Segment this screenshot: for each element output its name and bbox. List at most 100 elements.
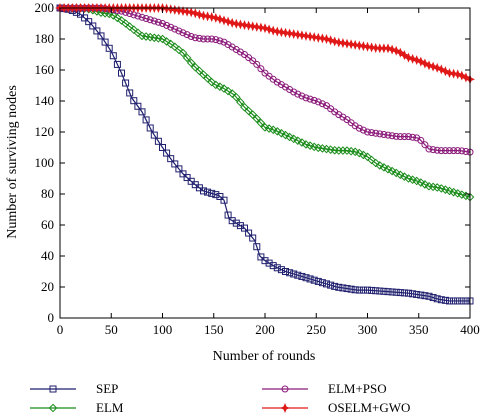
data-point	[216, 37, 224, 45]
data-point	[187, 33, 195, 41]
data-point	[298, 92, 306, 100]
data-point	[212, 191, 220, 199]
data-point	[290, 88, 298, 96]
data-point	[207, 77, 217, 87]
data-point	[417, 291, 425, 299]
data-point	[122, 79, 130, 87]
data-point	[318, 100, 326, 108]
data-point	[432, 62, 443, 73]
data-point	[125, 22, 135, 31]
data-point	[429, 294, 437, 302]
data-point	[179, 170, 187, 178]
data-point	[364, 286, 371, 294]
data-point	[359, 150, 368, 160]
data-point	[183, 174, 191, 182]
data-point	[416, 178, 426, 187]
data-point	[391, 168, 401, 178]
data-point	[212, 36, 220, 44]
data-point	[306, 95, 314, 103]
data-point	[208, 189, 216, 197]
y-tick-label: 160	[35, 62, 55, 77]
x-axis-title: Number of rounds	[213, 349, 316, 364]
data-point	[289, 134, 299, 144]
data-point	[235, 19, 246, 30]
y-axis-title: Number of surviving nodes	[5, 85, 20, 239]
data-point	[342, 38, 352, 49]
data-point	[327, 281, 335, 289]
data-point	[133, 28, 143, 38]
data-point	[433, 146, 441, 154]
data-point	[268, 25, 279, 36]
data-point	[219, 15, 229, 26]
data-point	[362, 41, 373, 52]
data-point	[285, 132, 294, 142]
data-point	[146, 16, 154, 24]
data-point	[460, 72, 471, 83]
data-point	[452, 69, 463, 80]
data-point	[108, 11, 118, 20]
data-point	[450, 297, 458, 305]
data-point	[405, 289, 412, 297]
data-point	[392, 132, 400, 140]
data-point	[333, 37, 344, 48]
data-point	[202, 11, 213, 22]
data-point	[383, 43, 393, 54]
data-point	[425, 145, 433, 153]
data-point	[251, 21, 262, 32]
legend-label: SEP	[96, 381, 118, 396]
data-point	[376, 287, 384, 295]
data-point	[113, 13, 122, 23]
data-point	[411, 55, 422, 66]
data-point	[243, 20, 254, 31]
data-point	[81, 14, 89, 22]
legend-swatch-marker	[281, 385, 289, 393]
data-point	[325, 35, 336, 46]
data-point	[247, 21, 258, 32]
data-point	[388, 132, 396, 140]
data-point	[159, 144, 166, 151]
series-line	[60, 7, 471, 80]
data-point	[355, 286, 363, 294]
data-point	[409, 133, 417, 141]
data-point	[292, 29, 303, 40]
data-point	[384, 288, 392, 296]
data-point	[456, 70, 467, 81]
y-tick-label: 200	[35, 0, 55, 15]
data-point	[437, 296, 445, 304]
legend-item: OSELM+GWO	[262, 400, 410, 415]
data-point	[407, 53, 418, 64]
x-tick-label: 350	[409, 322, 429, 337]
data-point	[231, 92, 241, 102]
data-point	[339, 284, 347, 292]
data-point	[366, 42, 377, 53]
x-tick-label: 100	[153, 322, 173, 337]
data-point	[183, 31, 191, 39]
data-point	[163, 149, 171, 157]
data-point	[255, 22, 266, 33]
series-1	[56, 4, 474, 305]
data-point	[182, 53, 192, 63]
data-point	[269, 262, 277, 270]
data-point	[101, 38, 109, 46]
data-point	[440, 66, 451, 77]
data-point	[405, 133, 412, 141]
data-point	[387, 44, 398, 55]
x-tick-label: 50	[105, 322, 118, 337]
data-point	[126, 89, 134, 97]
data-point	[260, 23, 270, 34]
data-point	[302, 94, 310, 102]
data-point	[248, 110, 258, 119]
data-point	[97, 32, 105, 40]
data-point	[350, 39, 361, 50]
data-point	[462, 297, 470, 305]
data-point	[257, 65, 265, 73]
data-point	[93, 27, 101, 35]
x-tick-label: 250	[307, 322, 327, 337]
data-point	[367, 155, 376, 165]
data-point	[441, 296, 449, 304]
data-point	[232, 219, 240, 227]
data-point	[109, 52, 117, 60]
data-point	[286, 269, 294, 277]
data-point	[206, 12, 217, 22]
